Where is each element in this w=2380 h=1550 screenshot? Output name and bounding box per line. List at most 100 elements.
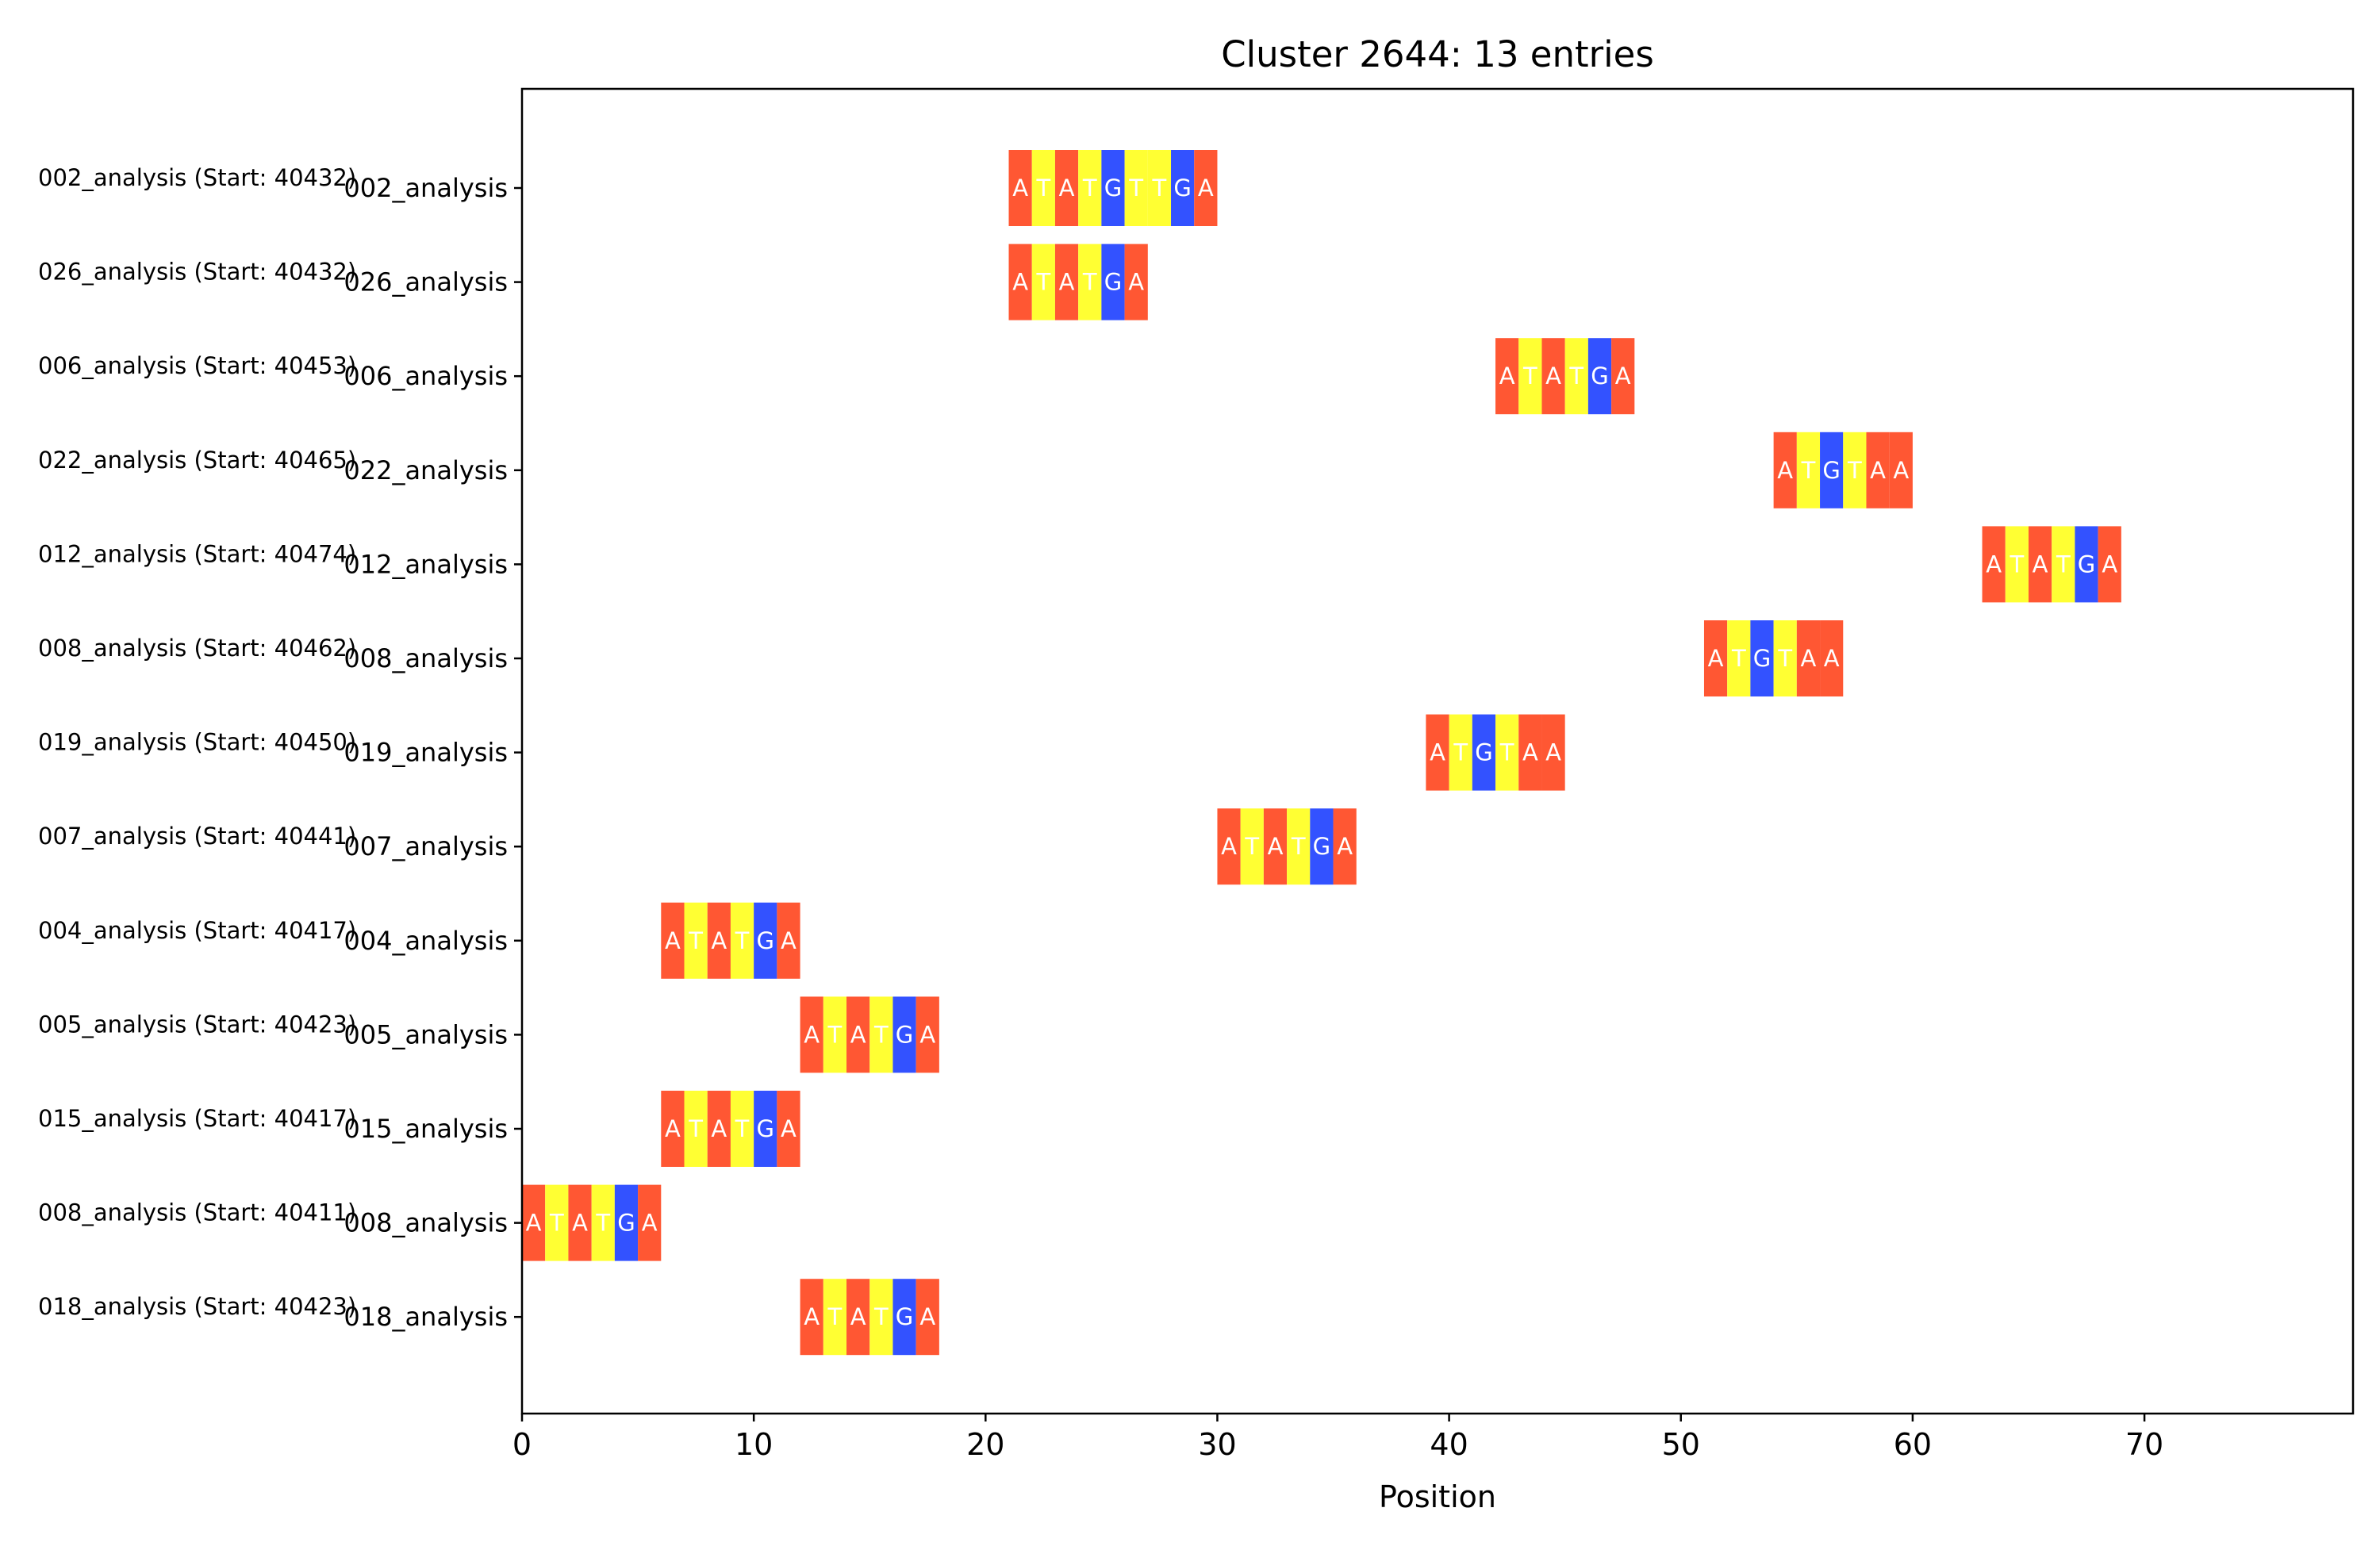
base-letter: T [1152, 175, 1167, 201]
base-letter: T [2010, 551, 2025, 577]
base-letter: A [1012, 175, 1028, 201]
base-letter: A [1059, 269, 1075, 296]
base-cell [591, 1184, 615, 1261]
base-cell [661, 1091, 685, 1167]
base-cell [568, 1184, 592, 1261]
base-cell [1449, 714, 1472, 791]
base-cell [614, 1184, 639, 1261]
x-axis-label: Position [1379, 1479, 1496, 1514]
base-cell [684, 902, 708, 979]
base-cell [1541, 714, 1565, 791]
base-cell [2075, 526, 2098, 603]
base-letter: A [1059, 175, 1075, 201]
base-letter: A [665, 927, 681, 954]
base-letter: G [2078, 551, 2095, 577]
base-letter: T [688, 1115, 703, 1142]
base-cell [1982, 526, 2006, 603]
row-label: 002_analysis [344, 173, 508, 203]
base-letter: A [1128, 269, 1144, 296]
base-cell [1426, 714, 1449, 791]
base-letter: A [1893, 457, 1909, 484]
x-tick-label: 60 [1894, 1427, 1932, 1462]
base-letter: G [757, 1115, 774, 1142]
base-cell [869, 1279, 893, 1356]
base-cell [1008, 244, 1032, 320]
row-annotation: 006_analysis (Start: 40453) [38, 352, 356, 379]
base-cell [823, 1279, 847, 1356]
sequence-bars: A T A T G T T G AA T A T G AA T A T G AA T G T A AA T A T G AA T G T A AA… [522, 150, 2121, 1356]
base-letter: A [526, 1210, 542, 1237]
row-annotation: 008_analysis (Start: 40462) [38, 635, 356, 662]
base-cell [1054, 150, 1079, 226]
base-letter: T [688, 927, 703, 954]
base-cell [1054, 244, 1079, 320]
base-letter: T [827, 1303, 843, 1330]
row-annotation: 008_analysis (Start: 40411) [38, 1199, 356, 1226]
base-letter: T [1082, 175, 1097, 201]
base-cell [1333, 808, 1357, 885]
base-cell [1171, 150, 1195, 226]
plot-frame [520, 87, 2355, 1415]
base-letter: T [873, 1021, 889, 1048]
base-letter: T [1453, 739, 1468, 766]
base-letter: A [1337, 833, 1353, 860]
base-letter: T [827, 1021, 843, 1048]
base-letter: A [711, 927, 727, 954]
base-cell [522, 1184, 546, 1261]
base-letter: T [735, 927, 750, 954]
x-tick-label: 30 [1198, 1427, 1236, 1462]
row-annotation: 004_analysis (Start: 40417) [38, 917, 356, 944]
x-axis: 0 10 20 30 40 50 60 70 [512, 1414, 2163, 1462]
base-letter: T [1801, 457, 1816, 484]
base-letter: A [919, 1303, 935, 1330]
base-letter: G [1104, 269, 1122, 296]
base-cell [1287, 808, 1311, 885]
y-axis: 002_analysis 026_analysis 006_analysis 022_… [344, 173, 522, 1332]
base-letter: T [1777, 645, 1792, 672]
row-label: 005_analysis [344, 1019, 508, 1049]
base-letter: T [549, 1210, 564, 1237]
row-label: 018_analysis [344, 1302, 508, 1332]
base-cell [1310, 808, 1334, 885]
base-letter: A [1777, 457, 1793, 484]
base-cell [777, 902, 800, 979]
base-cell [1101, 244, 1125, 320]
base-letter: A [1870, 457, 1886, 484]
base-cell [684, 1091, 708, 1167]
base-cell [892, 1279, 916, 1356]
base-cell [1773, 620, 1797, 696]
base-letter: A [1986, 551, 2002, 577]
base-letter: A [1268, 833, 1284, 860]
base-cell [1472, 714, 1496, 791]
base-letter: A [781, 1115, 797, 1142]
base-cell [823, 996, 847, 1073]
base-letter: T [873, 1303, 889, 1330]
base-letter: G [1753, 645, 1771, 672]
base-letter: A [1522, 739, 1538, 766]
base-cell [707, 902, 731, 979]
base-letter: T [1035, 175, 1050, 201]
row-annotation: 015_analysis (Start: 40417) [38, 1105, 356, 1132]
x-tick-label: 70 [2125, 1427, 2163, 1462]
base-letter: T [1128, 175, 1143, 201]
base-cell [1750, 620, 1774, 696]
base-letter: T [1522, 363, 1537, 389]
x-tick-label: 10 [735, 1427, 773, 1462]
base-letter: T [2056, 551, 2071, 577]
x-tick-label: 50 [1662, 1427, 1700, 1462]
row-annotations: 002_analysis (Start: 40432) 026_analysis … [38, 164, 356, 1320]
base-letter: G [1173, 175, 1191, 201]
base-letter: A [642, 1210, 658, 1237]
base-letter: G [1591, 363, 1608, 389]
base-letter: A [850, 1303, 866, 1330]
base-letter: A [1012, 269, 1028, 296]
row-annotation: 019_analysis (Start: 40450) [38, 729, 356, 756]
base-cell [800, 1279, 823, 1356]
